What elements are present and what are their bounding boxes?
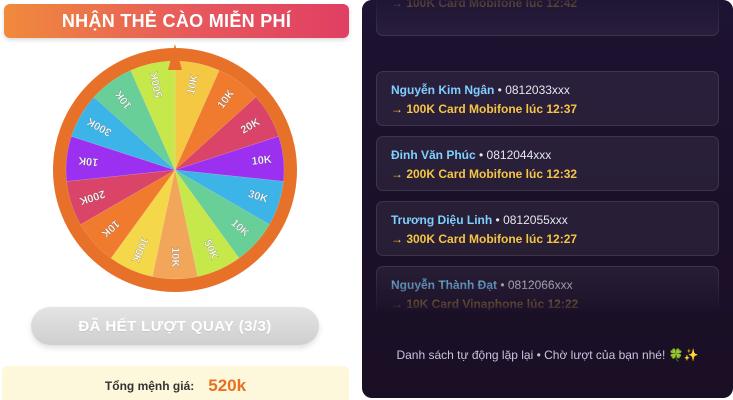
wheel-segment-label: 10K [251,154,272,168]
winner-info: Đinh Văn Phúc • 0812044xxx [391,147,704,163]
winner-prize: → 100K Card Mobifone lúc 12:42 [391,0,578,10]
total-value: 520k [208,376,247,395]
wheel-segment-label: 10K [185,74,201,96]
wheel-segment-label: 500K [148,71,165,99]
winner-phone: • 0812066xxx [497,278,573,292]
total-value-box: Tổng mệnh giá: 520k [2,366,349,400]
wheel-segment-label: 10K [169,247,181,267]
winner-name: Nguyễn Kim Ngân [391,83,495,97]
wheel-pointer-icon [168,44,182,70]
wheel-segment [174,169,284,225]
winner-phone: • 0812044xxx [475,148,552,162]
winner-info: Trương Diệu Linh • 0812055xxx [391,212,704,228]
list-item: Trương Diệu Linh • 0812055xxx → 300K Car… [376,201,719,256]
spin-button[interactable]: ĐÃ HẾT LƯỢT QUAY (3/3) [31,307,319,345]
winner-prize: → 300K Card Mobifone lúc 12:27 [391,232,578,246]
footer-note: Danh sách tự động lặp lại • Chờ lượt của… [396,348,699,362]
wheel-segment [110,169,176,277]
wheel-segment [93,70,176,171]
page-title: NHẬN THẺ CÀO MIỄN PHÍ [4,4,349,38]
winner-phone: • 0812033xxx [494,83,570,97]
winner-info: Nguyễn Kim Ngân • 0812033xxx [391,82,704,98]
wheel-panel: NHẬN THẺ CÀO MIỄN PHÍ 10K 10K 20K 10K 30K 10K… [0,0,356,400]
winner-name: Nguyễn Thành Đạt [391,278,498,292]
wheel-segment [174,70,257,171]
wheel-segment [80,169,176,259]
wheel-segment [66,169,176,225]
wheel-segment [71,96,176,171]
wheel-segment [174,169,270,259]
wheel-segment [152,169,198,280]
winner-prize: → 200K Card Mobifone lúc 12:32 [391,167,578,181]
winners-list[interactable]: → 100K Card Mobifone lúc 12:42 Nguyễn Ki… [376,0,719,310]
winner-prize: → 100K Card Mobifone lúc 12:37 [391,102,578,116]
list-item: Nguyễn Kim Ngân • 0812033xxx → 100K Card… [376,71,719,126]
wheel-segment [174,136,285,182]
winner-prize: → 10K Card Vinaphone lúc 12:22 [391,297,579,310]
wheel-segment [174,96,279,171]
winner-name: Trương Diệu Linh [391,213,493,227]
winners-panel: → 100K Card Mobifone lúc 12:42 Nguyễn Ki… [362,0,733,398]
list-item: Nguyễn Thành Đạt • 0812066xxx → 10K Card… [376,266,719,310]
wheel-segment [174,169,240,277]
wheel-graphic: 10K10K20K10K30K10K50K10K100K10K200K10K30… [53,44,297,292]
list-item: Đinh Văn Phúc • 0812044xxx → 200K Card M… [376,136,719,191]
winner-info: Nguyễn Thành Đạt • 0812066xxx [391,277,704,293]
wheel-segment [65,136,176,182]
list-item: → 100K Card Mobifone lúc 12:42 [376,0,719,36]
winner-phone: • 0812055xxx [492,213,568,227]
total-label: Tổng mệnh giá: [104,379,195,393]
wheel-segment-label: 10K [78,154,99,168]
winner-name: Đinh Văn Phúc [391,148,476,162]
lucky-wheel[interactable]: 10K 10K 20K 10K 30K 10K 50K 10K 100K 10K 200K 10K 30… [52,42,298,294]
